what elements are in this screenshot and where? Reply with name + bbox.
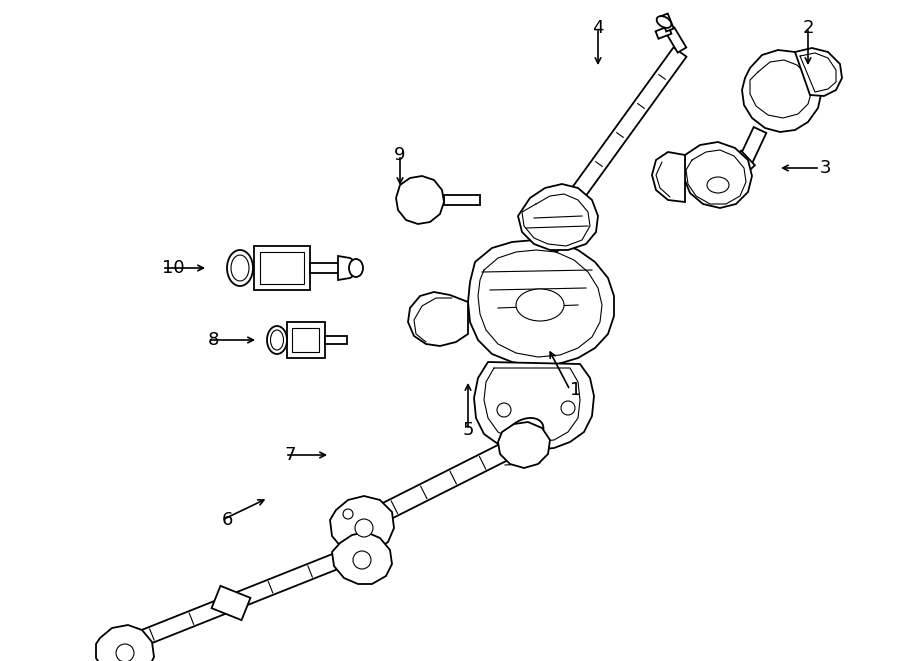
Polygon shape xyxy=(666,27,687,53)
Polygon shape xyxy=(661,13,674,32)
Ellipse shape xyxy=(116,644,134,661)
Text: 6: 6 xyxy=(222,511,233,529)
Text: 8: 8 xyxy=(208,331,220,349)
Polygon shape xyxy=(518,184,598,250)
Ellipse shape xyxy=(561,401,575,415)
Polygon shape xyxy=(396,176,444,224)
Polygon shape xyxy=(742,50,822,132)
Ellipse shape xyxy=(516,289,564,321)
Ellipse shape xyxy=(231,255,249,281)
Polygon shape xyxy=(212,586,250,620)
Polygon shape xyxy=(444,195,480,205)
Polygon shape xyxy=(287,322,325,358)
Polygon shape xyxy=(361,440,516,530)
Text: 5: 5 xyxy=(463,421,473,439)
Ellipse shape xyxy=(349,259,363,277)
Polygon shape xyxy=(554,48,687,223)
Polygon shape xyxy=(652,152,685,202)
Polygon shape xyxy=(260,252,304,284)
Polygon shape xyxy=(408,292,468,346)
Polygon shape xyxy=(498,422,550,468)
Polygon shape xyxy=(338,256,360,280)
Ellipse shape xyxy=(271,330,284,350)
Ellipse shape xyxy=(505,418,544,450)
Text: 2: 2 xyxy=(802,19,814,37)
Ellipse shape xyxy=(267,326,287,354)
Ellipse shape xyxy=(707,177,729,193)
Polygon shape xyxy=(292,328,319,352)
Polygon shape xyxy=(325,336,347,344)
Text: 3: 3 xyxy=(820,159,832,177)
Polygon shape xyxy=(684,142,752,208)
Polygon shape xyxy=(330,496,394,554)
Polygon shape xyxy=(96,625,154,661)
Text: 1: 1 xyxy=(570,381,581,399)
Ellipse shape xyxy=(497,403,511,417)
Text: 10: 10 xyxy=(162,259,184,277)
Polygon shape xyxy=(795,48,842,96)
Polygon shape xyxy=(115,551,347,656)
Polygon shape xyxy=(539,214,572,253)
Polygon shape xyxy=(655,26,671,39)
Ellipse shape xyxy=(657,16,671,28)
Ellipse shape xyxy=(355,519,373,537)
Polygon shape xyxy=(310,263,340,273)
Ellipse shape xyxy=(343,509,353,519)
Ellipse shape xyxy=(227,250,253,286)
Text: 4: 4 xyxy=(592,19,604,37)
Polygon shape xyxy=(332,532,392,584)
Polygon shape xyxy=(474,362,594,450)
Text: 7: 7 xyxy=(285,446,296,464)
Polygon shape xyxy=(254,246,310,290)
Polygon shape xyxy=(468,240,614,366)
Ellipse shape xyxy=(353,551,371,569)
Text: 9: 9 xyxy=(394,146,406,164)
Polygon shape xyxy=(739,127,766,165)
Polygon shape xyxy=(723,151,755,182)
